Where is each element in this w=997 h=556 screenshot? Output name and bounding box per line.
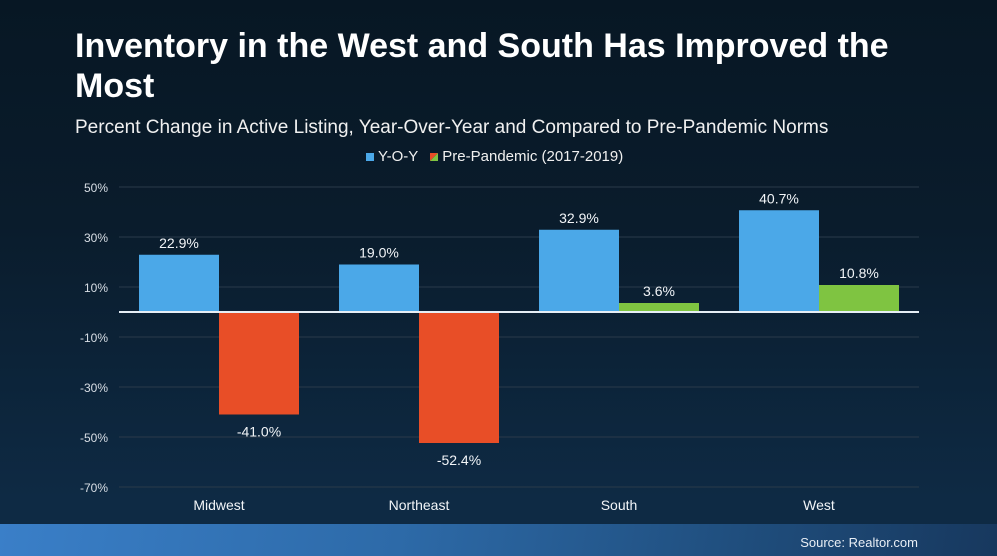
y-tick-label: -10%	[80, 331, 108, 345]
bar-yoy-northeast	[339, 264, 419, 312]
legend: Y-O-Y Pre-Pandemic (2017-2019)	[366, 148, 635, 165]
bar-pre-pandemic-midwest	[219, 312, 299, 415]
legend-swatch-yoy	[366, 152, 374, 161]
y-tick-label: 50%	[84, 181, 108, 195]
bar-pre-pandemic-west	[819, 285, 899, 312]
data-label: 40.7%	[759, 190, 799, 206]
data-label: 19.0%	[359, 245, 399, 261]
bar-yoy-west	[739, 210, 819, 312]
bar-yoy-south	[539, 229, 619, 312]
x-category-label: Midwest	[193, 497, 244, 513]
data-label: 22.9%	[159, 235, 199, 251]
y-tick-label: -30%	[80, 381, 108, 395]
bar-pre-pandemic-northeast	[419, 312, 499, 443]
footer-bar: Source: Realtor.com	[0, 524, 997, 556]
data-label: -41.0%	[237, 424, 281, 440]
data-label: -52.4%	[437, 452, 481, 468]
legend-swatch-pre-pandemic	[430, 152, 439, 161]
y-tick-label: 10%	[84, 281, 108, 295]
x-category-label: Northeast	[389, 497, 450, 513]
data-label: 32.9%	[559, 210, 599, 226]
chart-title: Inventory in the West and South Has Impr…	[75, 27, 889, 105]
chart-subtitle: Percent Change in Active Listing, Year-O…	[75, 117, 829, 138]
source-text: Source: Realtor.com	[800, 535, 918, 550]
legend-label-yoy: Y-O-Y	[378, 148, 419, 165]
legend-item-yoy: Y-O-Y	[366, 148, 418, 165]
y-tick-label: -50%	[80, 431, 108, 445]
legend-label-pre-pandemic: Pre-Pandemic (2017-2019)	[442, 148, 624, 165]
bar-yoy-midwest	[139, 254, 219, 312]
bar-chart: 50% 30% 10% -10% -30% -50% -70% 22.9% -41.0% Midw…	[80, 181, 919, 513]
y-tick-label: -70%	[80, 481, 108, 495]
y-tick-label: 30%	[84, 231, 108, 245]
bar-pre-pandemic-south	[619, 303, 699, 312]
data-label: 3.6%	[643, 283, 675, 299]
data-label: 10.8%	[839, 265, 879, 281]
x-category-label: West	[803, 497, 835, 513]
x-category-label: South	[601, 497, 638, 513]
legend-item-pre-pandemic: Pre-Pandemic (2017-2019)	[430, 148, 623, 165]
